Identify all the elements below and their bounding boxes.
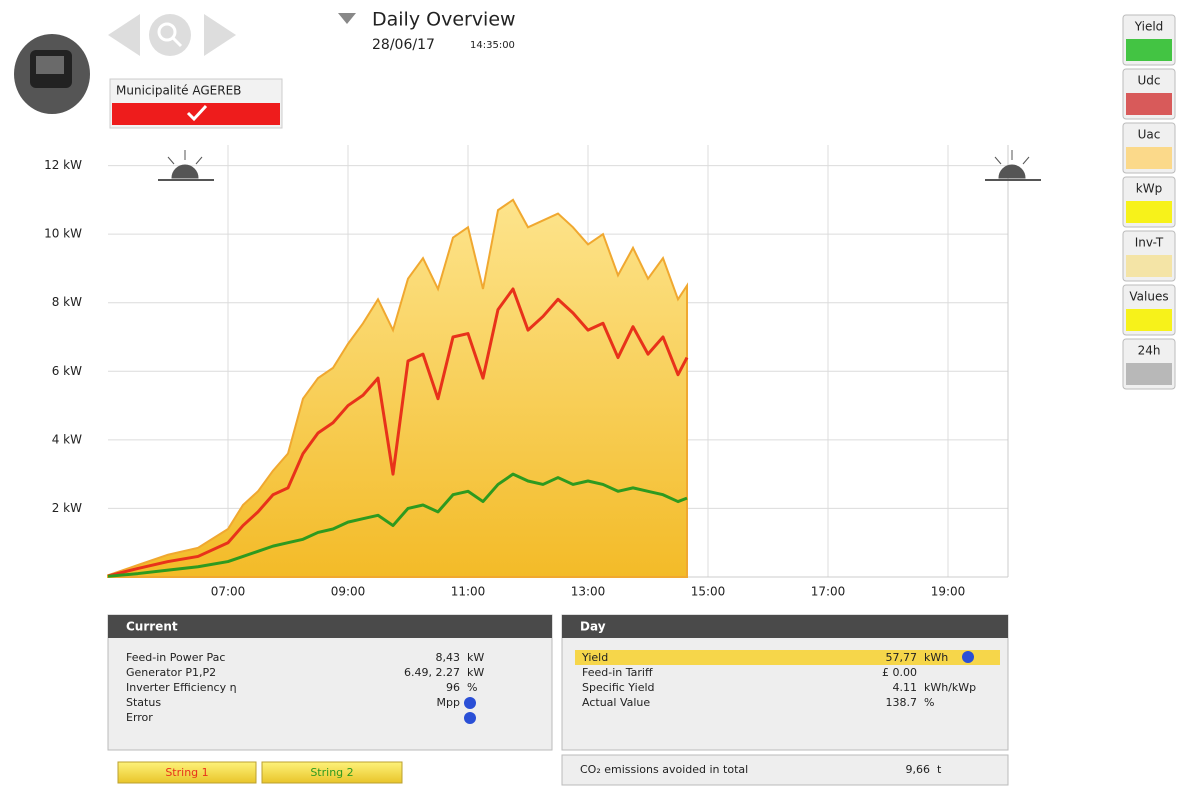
row-label: Status <box>126 696 161 709</box>
co2-value: 9,66 <box>906 763 931 776</box>
row-unit: % <box>924 696 934 709</box>
row-value: £ 0.00 <box>882 666 917 679</box>
side-button-label: Yield <box>1134 20 1164 34</box>
row-value: 96 <box>446 681 460 694</box>
row-unit: kWh <box>924 651 948 664</box>
nav-forward[interactable] <box>204 14 236 56</box>
side-button-swatch <box>1126 201 1172 223</box>
sunset-icon <box>985 150 1041 180</box>
info-icon[interactable] <box>464 712 476 724</box>
x-tick-label: 19:00 <box>931 585 966 599</box>
x-tick-label: 17:00 <box>811 585 846 599</box>
row-label: Specific Yield <box>582 681 655 694</box>
device-icon[interactable] <box>14 34 90 114</box>
panel-title: Day <box>580 620 606 634</box>
y-tick-label: 10 kW <box>44 227 82 241</box>
row-unit: % <box>467 681 477 694</box>
side-button-swatch <box>1126 147 1172 169</box>
side-button-swatch <box>1126 93 1172 115</box>
side-button-swatch <box>1126 363 1172 385</box>
side-button-label: Values <box>1129 290 1168 304</box>
x-tick-label: 09:00 <box>331 585 366 599</box>
side-button-swatch <box>1126 309 1172 331</box>
row-unit: kW <box>467 666 484 679</box>
y-tick-label: 6 kW <box>52 364 82 378</box>
side-button-label: Uac <box>1138 128 1161 142</box>
nav-search[interactable] <box>149 14 191 56</box>
row-unit: kW <box>467 651 484 664</box>
nav-back[interactable] <box>108 14 140 56</box>
y-tick-label: 12 kW <box>44 158 82 172</box>
x-tick-label: 11:00 <box>451 585 486 599</box>
row-value: 8,43 <box>436 651 461 664</box>
row-label: Feed-in Power Pac <box>126 651 225 664</box>
row-value: 4.11 <box>893 681 918 694</box>
row-unit: kWh/kWp <box>924 681 976 694</box>
co2-label: CO₂ emissions avoided in total <box>580 763 748 776</box>
side-button-swatch <box>1126 255 1172 277</box>
y-tick-label: 2 kW <box>52 501 82 515</box>
co2-unit: t <box>937 763 942 776</box>
date: 28/06/17 <box>372 37 435 53</box>
row-value: 6.49, 2.27 <box>404 666 460 679</box>
row-label: Generator P1,P2 <box>126 666 216 679</box>
plant-button[interactable]: Municipalité AGEREB <box>110 79 282 128</box>
side-button-swatch <box>1126 39 1172 61</box>
plant-name: Municipalité AGEREB <box>116 84 241 98</box>
string-label: String 1 <box>165 766 208 779</box>
x-tick-label: 15:00 <box>691 585 726 599</box>
chart: 2 kW 4 kW 6 kW 8 kW 10 kW 12 kW 07:00 09:00 11:0… <box>44 145 1008 599</box>
x-tick-label: 13:00 <box>571 585 606 599</box>
dropdown-arrow[interactable] <box>338 13 356 24</box>
row-label: Yield <box>581 651 608 664</box>
row-value: 138.7 <box>886 696 918 709</box>
y-tick-label: 8 kW <box>52 295 82 309</box>
row-value: 57,77 <box>886 651 918 664</box>
screen: Daily Overview 28/06/17 14:35:00 Municip… <box>0 0 1182 786</box>
row-label: Feed-in Tariff <box>582 666 653 679</box>
time: 14:35:00 <box>470 40 515 51</box>
page-title[interactable]: Daily Overview <box>372 9 516 31</box>
side-buttons: Yield Udc Uac kWp Inv-T Values 24h <box>1123 15 1175 389</box>
co2-box: CO₂ emissions avoided in total 9,66 t <box>562 755 1008 785</box>
sunrise-icon <box>158 150 214 180</box>
side-button-label: Inv-T <box>1135 236 1164 250</box>
string-buttons: String 1 String 2 <box>118 762 402 783</box>
info-icon[interactable] <box>464 697 476 709</box>
x-tick-label: 07:00 <box>211 585 246 599</box>
row-label: Actual Value <box>582 696 650 709</box>
row-label: Error <box>126 711 153 724</box>
row-label: Inverter Efficiency η <box>126 681 237 694</box>
row-value: Mpp <box>437 696 460 709</box>
side-button-label: kWp <box>1136 182 1162 196</box>
info-icon[interactable] <box>962 651 974 663</box>
string-label: String 2 <box>310 766 353 779</box>
side-button-label: Udc <box>1138 74 1161 88</box>
y-tick-label: 4 kW <box>52 432 82 446</box>
side-button-label: 24h <box>1138 344 1161 358</box>
panel-title: Current <box>126 620 178 634</box>
